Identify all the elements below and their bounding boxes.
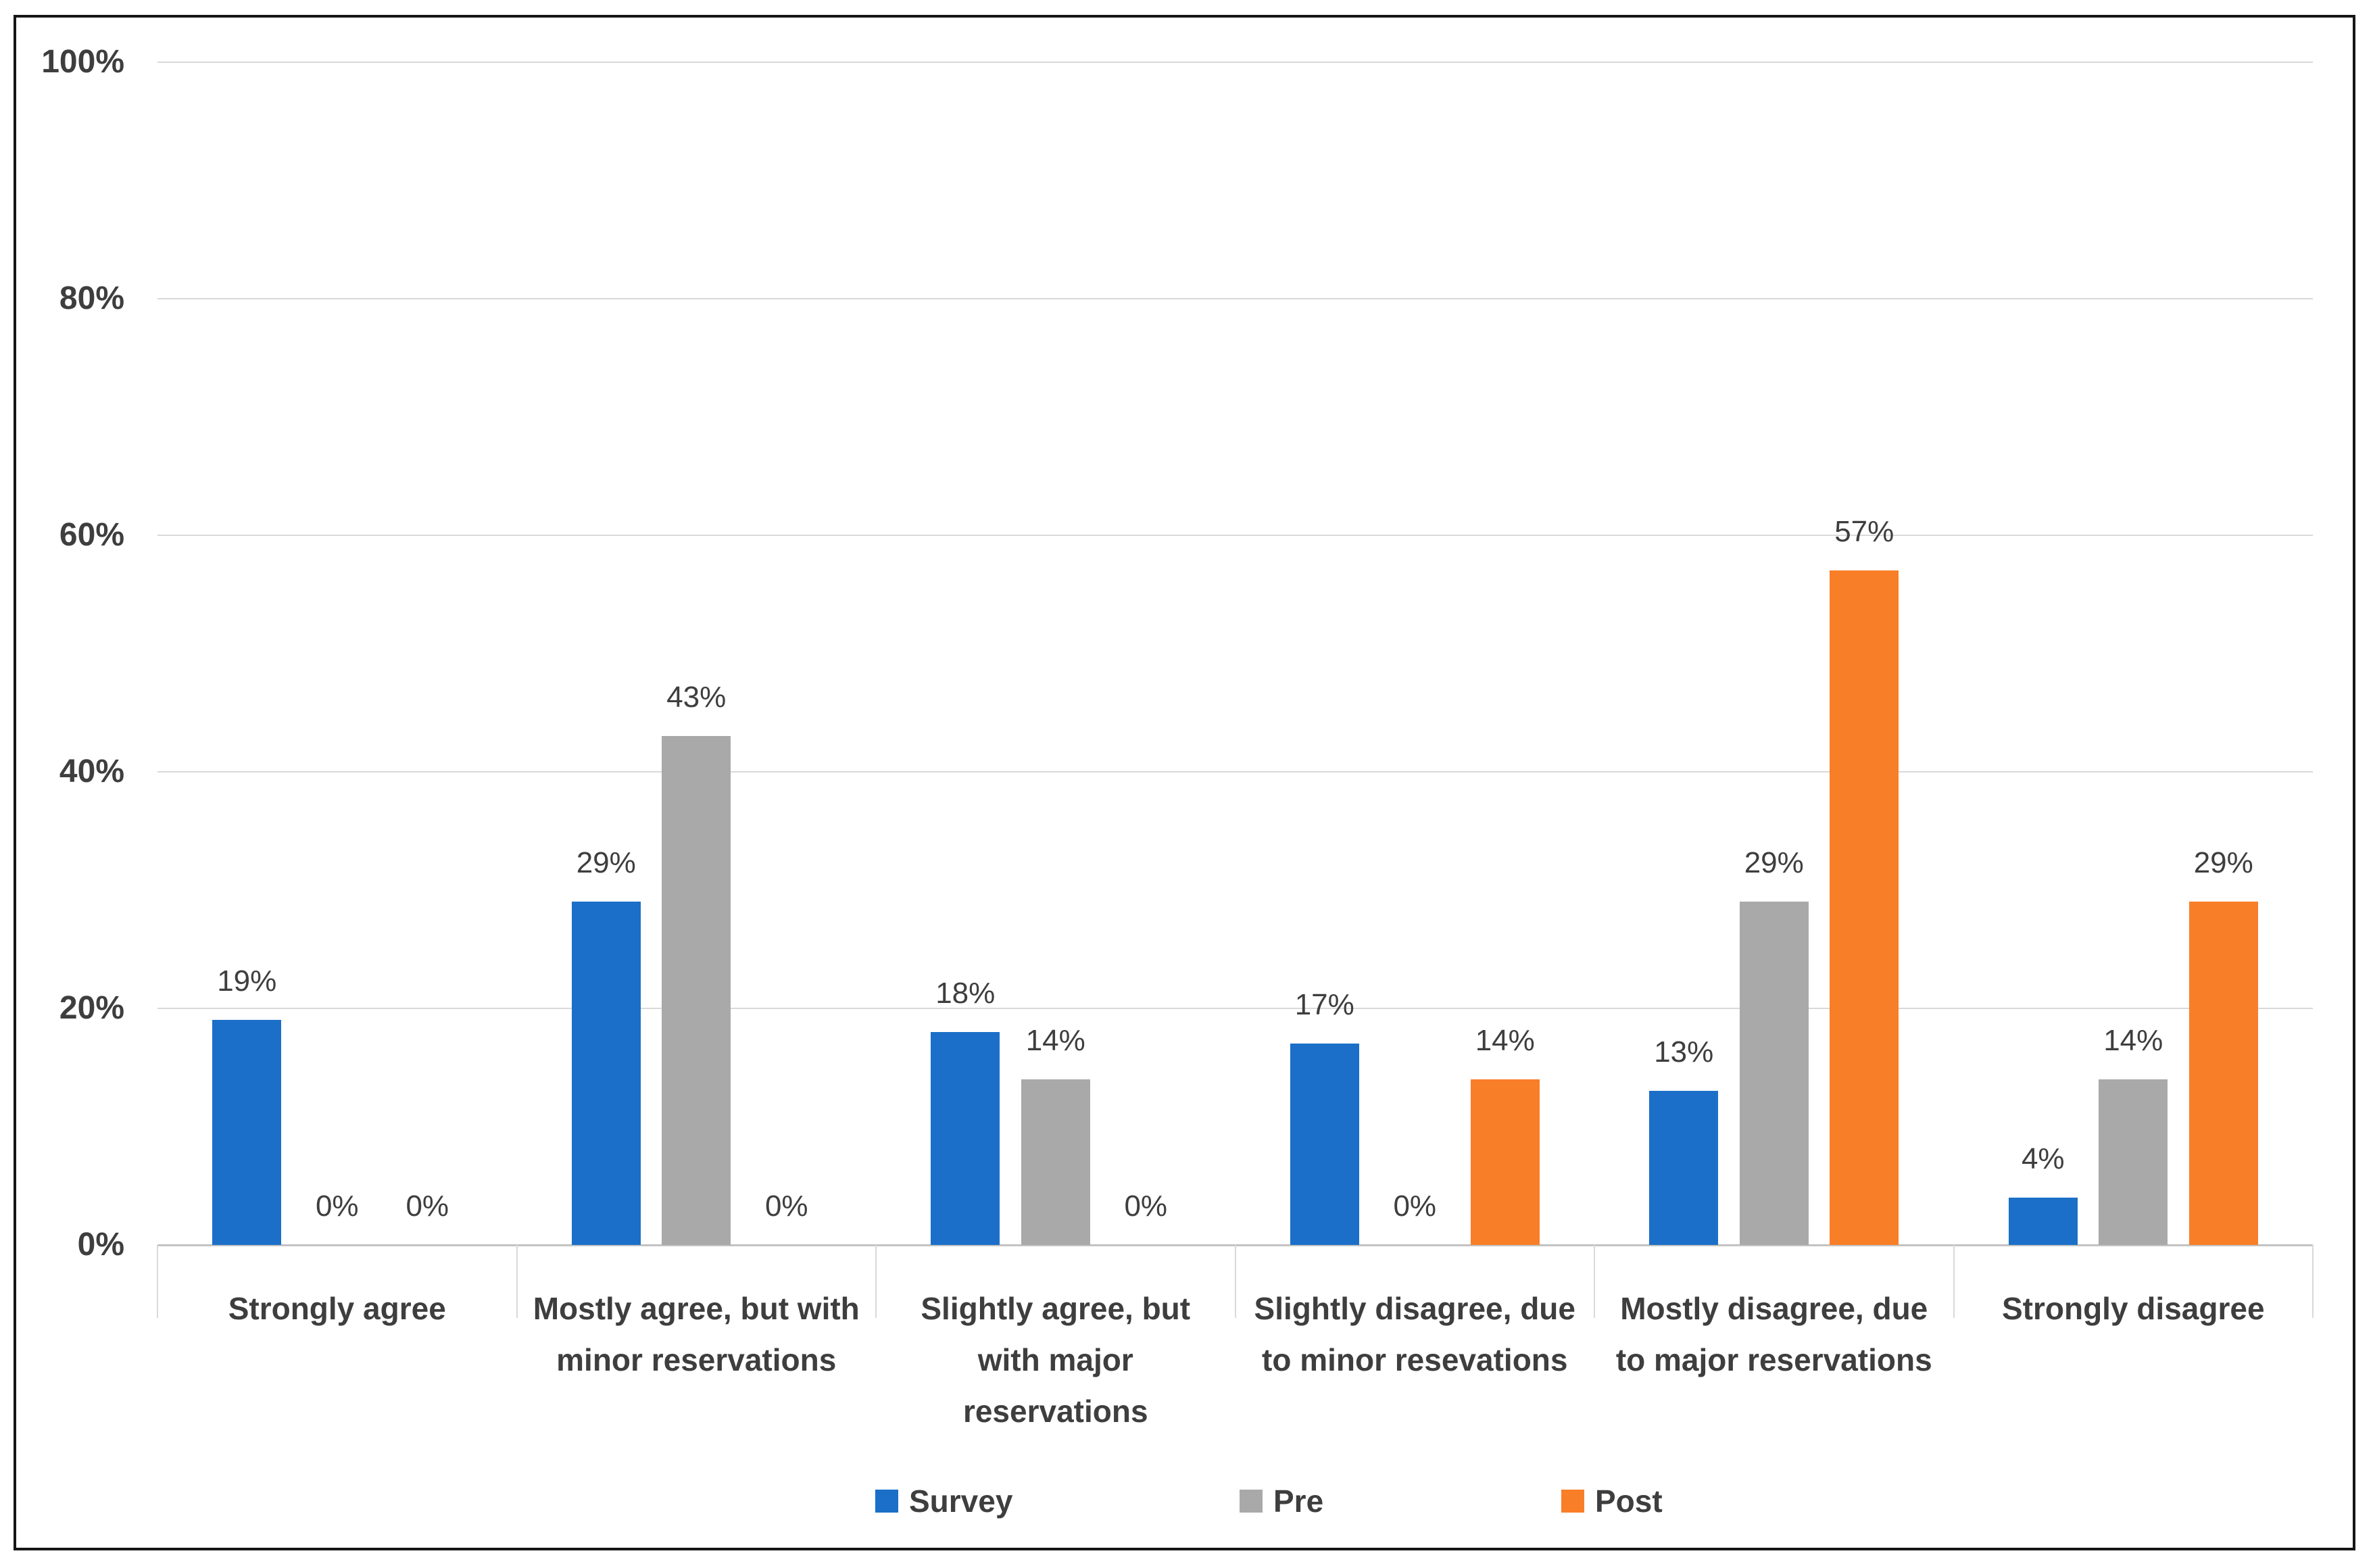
bar-survey-2 [571, 902, 641, 1245]
category-separator-tick [1594, 1245, 1595, 1318]
category-label-5: Mostly disagree, due to major reservatio… [1615, 1291, 1932, 1377]
gridline-100 [157, 62, 2313, 63]
data-label-pre-1: 0% [315, 1190, 359, 1223]
bar-pre-5 [1739, 902, 1809, 1245]
data-label-survey-6: 4% [2021, 1142, 2065, 1175]
data-label-post-5: 57% [1834, 515, 1894, 548]
legend-label-survey: Survey [909, 1484, 1013, 1519]
legend-label-pre: Pre [1273, 1484, 1324, 1519]
bar-pre-2 [662, 736, 731, 1245]
bar-post-4 [1470, 1079, 1540, 1245]
data-label-post-1: 0% [406, 1190, 449, 1223]
category-separator-tick [2312, 1245, 2314, 1318]
category-separator-tick [157, 1245, 158, 1318]
data-label-post-4: 14% [1475, 1024, 1535, 1057]
y-axis-tick-label: 60% [59, 517, 124, 553]
category-separator-tick [1234, 1245, 1236, 1318]
data-label-survey-4: 17% [1294, 988, 1354, 1021]
legend-item-pre: Pre [1240, 1483, 1323, 1519]
bar-survey-6 [2008, 1198, 2078, 1245]
category-separator-tick [516, 1245, 518, 1318]
bar-survey-1 [212, 1020, 282, 1245]
bar-post-6 [2188, 902, 2258, 1245]
y-axis-tick-label: 40% [59, 754, 124, 789]
gridline-60 [157, 535, 2313, 536]
data-label-survey-2: 29% [576, 846, 636, 879]
legend-label-post: Post [1595, 1484, 1663, 1519]
category-separator-tick [875, 1245, 877, 1318]
gridline-40 [157, 771, 2313, 773]
category-label-2: Mostly agree, but with minor reservation… [533, 1291, 860, 1377]
data-label-post-2: 0% [764, 1190, 808, 1223]
bar-survey-4 [1290, 1044, 1359, 1245]
gridline-80 [157, 298, 2313, 299]
chart-plot-region: 100% 80% 60% 40% 20% 0% 19% 0% 0% 29% 43% 0% 18% 14%… [16, 18, 2353, 1548]
y-axis-tick-label: 20% [59, 990, 124, 1026]
bar-survey-5 [1649, 1091, 1719, 1245]
y-axis-tick-label: 100% [41, 44, 124, 80]
legend-swatch-survey [875, 1490, 898, 1513]
category-label-1: Strongly agree [228, 1291, 446, 1326]
bar-pre-3 [1021, 1079, 1090, 1245]
y-axis-tick-label: 0% [77, 1227, 124, 1263]
category-label-4: Slightly disagree, due to minor resevati… [1254, 1291, 1575, 1377]
category-label-6: Strongly disagree [2001, 1291, 2265, 1326]
legend-swatch-pre [1240, 1490, 1263, 1513]
chart-figure: 100% 80% 60% 40% 20% 0% 19% 0% 0% 29% 43% 0% 18% 14%… [14, 15, 2355, 1550]
data-label-pre-2: 43% [666, 681, 727, 714]
bar-pre-6 [2099, 1079, 2168, 1245]
legend-item-post: Post [1561, 1483, 1663, 1519]
data-label-post-3: 0% [1124, 1190, 1168, 1223]
data-label-pre-3: 14% [1025, 1024, 1085, 1057]
y-axis-tick-label: 80% [59, 280, 124, 316]
bar-survey-3 [931, 1032, 1000, 1245]
data-label-post-6: 29% [2193, 846, 2253, 879]
legend-swatch-post [1561, 1490, 1584, 1513]
data-label-pre-6: 14% [2103, 1024, 2163, 1057]
gridline-20 [157, 1008, 2313, 1009]
legend-item-survey: Survey [875, 1483, 1012, 1519]
data-label-survey-1: 19% [217, 964, 277, 998]
category-separator-tick [1953, 1245, 1955, 1318]
bar-post-5 [1830, 570, 1899, 1245]
data-label-survey-5: 13% [1654, 1035, 1714, 1069]
category-label-3: Slightly agree, but with major reservati… [921, 1291, 1191, 1429]
data-label-pre-4: 0% [1393, 1190, 1437, 1223]
data-label-pre-5: 29% [1744, 846, 1804, 879]
data-label-survey-3: 18% [935, 977, 996, 1010]
